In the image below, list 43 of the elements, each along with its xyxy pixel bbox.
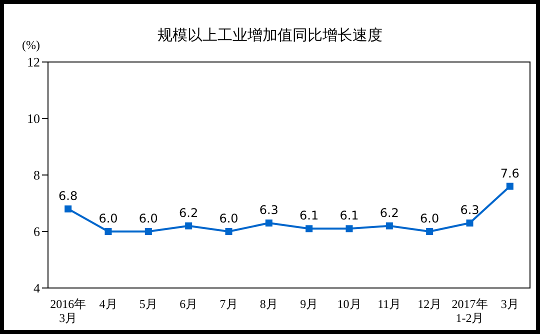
data-label: 6.0 <box>138 212 158 226</box>
data-label: 6.8 <box>58 188 78 203</box>
y-tick-label: 4 <box>34 280 40 296</box>
x-tick-label: 12月 <box>418 297 442 311</box>
x-tick-label: 5月 <box>139 297 158 311</box>
x-tick-label: 2017年 1-2月 <box>452 297 488 325</box>
data-label: 6.0 <box>420 212 440 226</box>
point <box>225 228 232 235</box>
data-label: 6.0 <box>219 212 238 226</box>
point <box>64 205 72 212</box>
y-tick-label: 12 <box>27 54 40 70</box>
point <box>506 182 514 190</box>
point <box>265 220 272 227</box>
chart-title: 规模以上工业增加值同比增长速度 <box>158 26 382 44</box>
x-tick-label: 9月 <box>300 297 318 311</box>
x-tick-label: 11月 <box>378 297 402 311</box>
y-axis-title: (%) <box>22 38 40 53</box>
x-tick-label: 7月 <box>220 297 238 311</box>
point <box>466 220 474 227</box>
y-tick-label: 6 <box>34 224 40 240</box>
data-label: 6.0 <box>98 212 118 226</box>
y-tick-label: 8 <box>34 168 40 183</box>
point <box>426 228 434 235</box>
data-label: 6.1 <box>300 208 319 223</box>
x-tick-label: 2016年 3月 <box>50 297 86 325</box>
x-tick-label: 8月 <box>260 297 278 311</box>
x-tick-label: 10月 <box>337 297 362 311</box>
point <box>306 225 313 232</box>
data-label: 6.3 <box>460 203 480 218</box>
point <box>104 228 112 235</box>
x-tick-label: 6月 <box>180 297 198 311</box>
point <box>346 225 353 232</box>
y-tick-label: 10 <box>27 111 40 126</box>
data-label: 6.1 <box>340 208 359 223</box>
data-label: 6.2 <box>179 206 198 220</box>
point <box>185 222 192 230</box>
x-tick-label: 3月 <box>500 297 519 311</box>
data-label: 6.3 <box>259 203 278 218</box>
data-label: 6.2 <box>380 206 399 220</box>
x-tick-label: 4月 <box>99 297 118 311</box>
point <box>386 222 393 230</box>
data-label: 7.6 <box>500 166 520 180</box>
point <box>144 228 152 235</box>
